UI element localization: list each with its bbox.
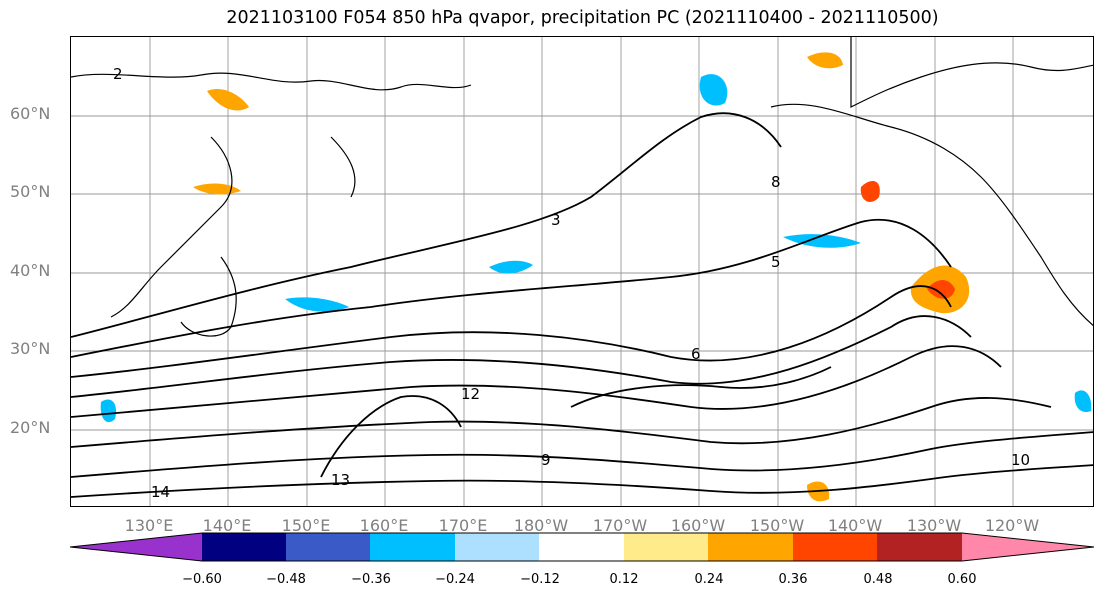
colorbar-segment-9 <box>877 533 963 561</box>
lon-label-140e: 140°E <box>202 516 252 535</box>
contour-6 <box>71 285 952 378</box>
precip-blob-gulf-alaska <box>860 181 880 202</box>
contour-label-group: 2 3 5 6 8 9 10 12 13 14 <box>113 65 1030 501</box>
precip-core-east-pacific <box>927 280 955 299</box>
contour-subtropical-band <box>570 366 832 408</box>
map-title: 2021103100 F054 850 hPa qvapor, precipit… <box>226 8 939 28</box>
colorbar-tick-label: 0.36 <box>778 572 808 587</box>
precip-blob-north-pacific <box>489 260 533 274</box>
precip-blob-japan-east <box>285 297 349 312</box>
lon-label-180w: 180°W <box>513 516 569 535</box>
colorbar-tick-label: −0.24 <box>435 572 475 587</box>
lon-label-130w: 130°W <box>906 516 962 535</box>
colorbar-segment-10 <box>962 533 1094 561</box>
precip-blob-kamchatka <box>193 183 241 195</box>
lat-label-30n: 30°N <box>10 339 51 358</box>
contour-label-9: 9 <box>541 451 551 469</box>
qvapor-contours <box>71 112 1093 498</box>
colorbar-tick-label: 0.48 <box>863 572 893 587</box>
contour-10 <box>71 397 1052 448</box>
lat-label-20n: 20°N <box>10 418 51 437</box>
lat-label-50n: 50°N <box>10 182 51 201</box>
precip-shading <box>100 52 1092 502</box>
colorbar-tick-label: −0.36 <box>351 572 391 587</box>
map-plot-area: 2 3 5 6 8 9 10 12 13 14 <box>70 36 1094 507</box>
precip-blob-east-edge <box>1074 390 1092 413</box>
colorbar-tick-label: 0.60 <box>947 572 977 587</box>
colorbar-tick-label: −0.48 <box>266 572 306 587</box>
contour-label-14: 14 <box>151 483 170 501</box>
lat-label-40n: 40°N <box>10 261 51 280</box>
contour-label-2: 2 <box>113 65 123 83</box>
colorbar-segment-0 <box>70 533 202 561</box>
colorbar-tick-label: 0.12 <box>609 572 639 587</box>
contour-13 <box>71 464 1093 498</box>
contour-label-8: 8 <box>771 173 781 191</box>
colorbar-outline <box>70 532 1095 562</box>
coast-asia <box>110 136 233 318</box>
colorbar-tick-label: −0.12 <box>520 572 560 587</box>
lat-label-60n: 60°N <box>10 104 51 123</box>
contour-9 <box>71 345 1002 418</box>
lon-label-160e: 160°E <box>359 516 409 535</box>
contour-label-6: 6 <box>691 345 701 363</box>
precip-blob-mid-pacific <box>783 234 861 248</box>
coast-alaska <box>850 37 1093 108</box>
lon-label-130e: 130°E <box>124 516 174 535</box>
colorbar <box>70 532 1095 562</box>
coast-north-america <box>770 103 1093 327</box>
contour-8 <box>71 315 972 398</box>
colorbar-segment-1 <box>202 533 287 561</box>
precip-blob-alaska <box>807 52 843 69</box>
lon-label-160w: 160°W <box>670 516 726 535</box>
map-svg: 2 3 5 6 8 9 10 12 13 14 <box>71 37 1093 506</box>
coast-kamchatka <box>330 136 356 198</box>
lon-label-170w: 170°W <box>592 516 648 535</box>
lon-label-150e: 150°E <box>281 516 331 535</box>
lon-label-140w: 140°W <box>827 516 883 535</box>
lon-label-170e: 170°E <box>438 516 488 535</box>
colorbar-segment-8 <box>793 533 878 561</box>
precip-blob-philippine-sea <box>100 399 117 423</box>
contour-label-3: 3 <box>551 211 561 229</box>
contour-12 <box>71 431 1093 478</box>
contour-5 <box>71 218 952 358</box>
coast-siberia <box>71 72 472 91</box>
lon-label-150w: 150°W <box>749 516 805 535</box>
colorbar-segment-6 <box>624 533 709 561</box>
contour-3 <box>71 112 782 338</box>
colorbar-tick-label: 0.24 <box>694 572 724 587</box>
lon-label-120w: 120°W <box>984 516 1040 535</box>
contour-label-10: 10 <box>1011 451 1030 469</box>
colorbar-segment-2 <box>286 533 371 561</box>
contour-label-5: 5 <box>771 253 781 271</box>
contour-label-13: 13 <box>331 471 350 489</box>
colorbar-tick-label: −0.60 <box>182 572 222 587</box>
colorbar-segment-4 <box>455 533 540 561</box>
colorbar-segment-7 <box>708 533 794 561</box>
precip-blob-bering <box>699 74 728 106</box>
colorbar-segment-5 <box>539 533 625 561</box>
precip-blob-siberia <box>207 88 249 111</box>
contour-cutoff-low <box>320 395 462 478</box>
colorbar-segment-3 <box>370 533 456 561</box>
contour-label-12: 12 <box>461 385 480 403</box>
